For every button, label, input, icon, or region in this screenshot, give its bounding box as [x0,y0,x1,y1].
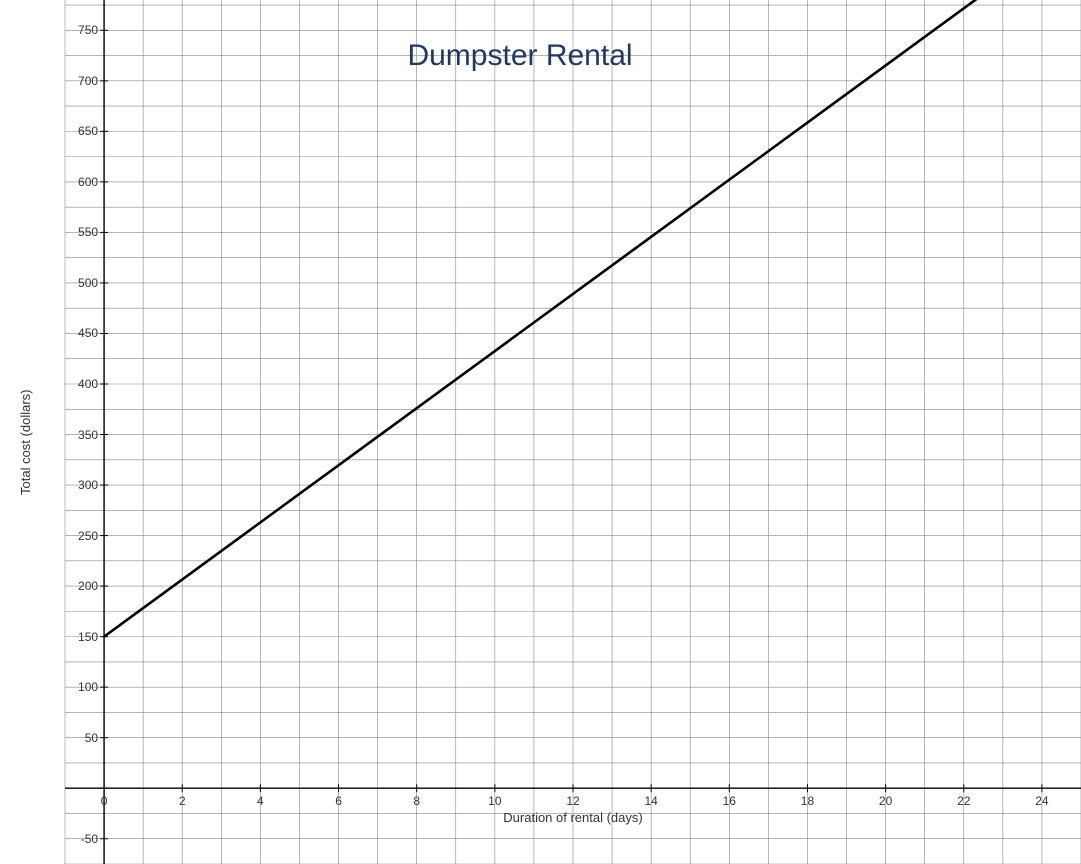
x-tick-label: 20 [879,794,892,808]
x-tick-label: 6 [335,794,342,808]
y-tick-label: 650 [78,124,98,138]
y-tick-label: 750 [78,23,98,37]
y-tick-label: 500 [78,276,98,290]
x-tick-label: 4 [257,794,264,808]
chart-title: Dumpster Rental [407,39,632,73]
x-tick-label: 0 [101,794,108,808]
chart-svg [0,0,1081,864]
x-tick-label: 24 [1035,794,1048,808]
x-tick-label: 22 [957,794,970,808]
x-tick-label: 14 [644,794,657,808]
y-tick-label: -50 [81,832,98,846]
y-tick-label: 450 [78,326,98,340]
y-axis-label: Total cost (dollars) [18,389,33,494]
x-tick-label: 8 [413,794,420,808]
x-tick-label: 10 [488,794,501,808]
y-tick-label: 400 [78,377,98,391]
x-tick-label: 12 [566,794,579,808]
y-tick-label: 200 [78,579,98,593]
chart-container: Dumpster Rental Duration of rental (days… [0,0,1081,864]
x-tick-label: 18 [801,794,814,808]
y-tick-label: 250 [78,529,98,543]
x-axis-label: Duration of rental (days) [503,810,642,825]
y-tick-label: 700 [78,74,98,88]
y-tick-label: 300 [78,478,98,492]
y-tick-label: 350 [78,428,98,442]
x-tick-label: 2 [179,794,186,808]
y-tick-label: 600 [78,175,98,189]
y-tick-label: 150 [78,630,98,644]
y-tick-label: 50 [85,731,98,745]
y-tick-label: 550 [78,225,98,239]
x-tick-label: 16 [723,794,736,808]
y-tick-label: 100 [78,680,98,694]
